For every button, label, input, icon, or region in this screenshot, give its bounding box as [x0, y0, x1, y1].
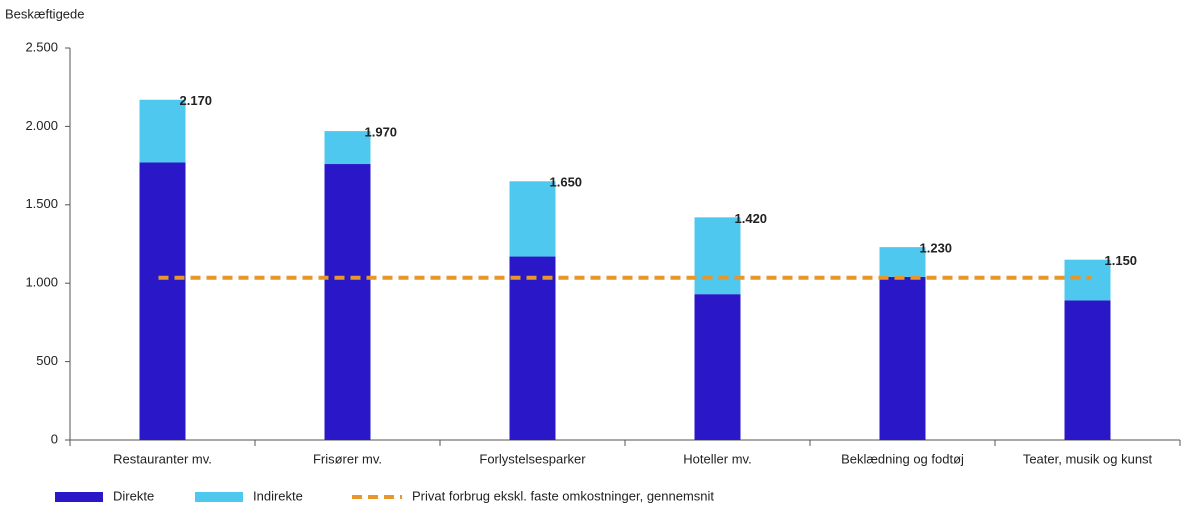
- total-label: 1.650: [550, 175, 583, 190]
- total-label: 1.230: [920, 241, 953, 256]
- x-tick-label: Beklædning og fodtøj: [841, 451, 964, 466]
- bar-segment: [879, 247, 926, 277]
- bar-segment: [879, 276, 926, 440]
- bar-segment: [1064, 259, 1111, 301]
- bar-segment: [324, 164, 371, 441]
- bar-segment: [694, 294, 741, 440]
- legend-label: Privat forbrug ekskl. faste omkostninger…: [412, 488, 714, 503]
- legend-swatch: [55, 492, 103, 502]
- y-tick-label: 1.000: [25, 275, 58, 290]
- x-tick-label: Teater, musik og kunst: [1023, 451, 1153, 466]
- bar-segment: [139, 162, 186, 441]
- total-label: 1.970: [365, 125, 398, 140]
- y-tick-label: 2.500: [25, 39, 58, 54]
- bar-segment: [324, 131, 371, 165]
- y-tick-label: 2.000: [25, 118, 58, 133]
- bar-segment: [509, 256, 556, 440]
- legend-swatch: [195, 492, 243, 502]
- bar-segment: [694, 217, 741, 295]
- legend-label: Indirekte: [253, 488, 303, 503]
- bar-segment: [1064, 300, 1111, 440]
- bar-segment: [139, 99, 186, 163]
- x-tick-label: Forlystelsesparker: [479, 451, 586, 466]
- legend-label: Direkte: [113, 488, 154, 503]
- y-axis-label: Beskæftigede: [5, 6, 85, 21]
- x-tick-label: Hoteller mv.: [683, 451, 751, 466]
- total-label: 1.420: [735, 211, 768, 226]
- total-label: 1.150: [1105, 253, 1138, 268]
- y-tick-label: 500: [36, 353, 58, 368]
- x-tick-label: Restauranter mv.: [113, 451, 212, 466]
- y-tick-label: 1.500: [25, 196, 58, 211]
- x-tick-label: Frisører mv.: [313, 451, 382, 466]
- total-label: 2.170: [180, 93, 213, 108]
- y-tick-label: 0: [51, 431, 58, 446]
- bar-segment: [509, 181, 556, 257]
